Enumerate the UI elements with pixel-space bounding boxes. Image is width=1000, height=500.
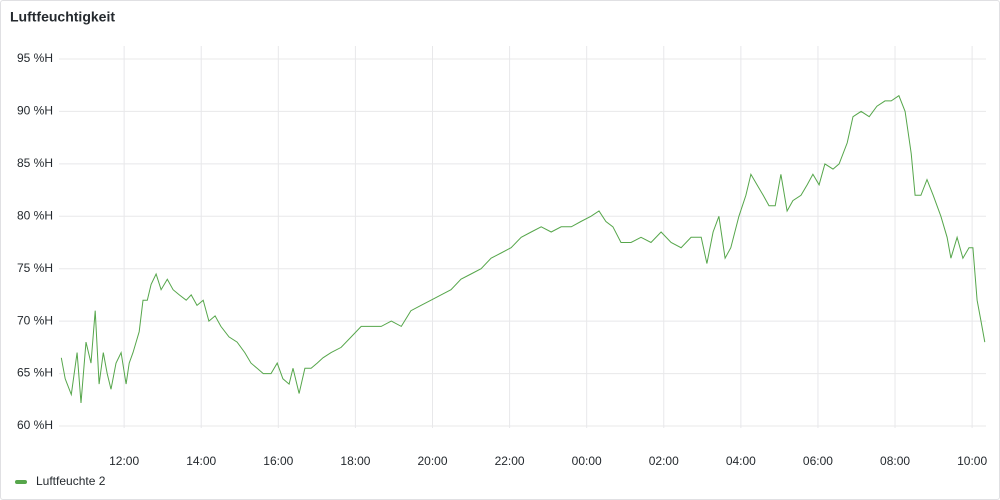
x-tick-label: 14:00 [186,454,216,468]
x-tick-label: 22:00 [495,454,525,468]
legend-label: Luftfeuchte 2 [36,474,106,488]
legend-swatch [15,480,27,484]
y-tick-label: 85 %H [17,156,53,170]
y-tick-label: 70 %H [17,313,53,327]
y-tick-label: 75 %H [17,261,53,275]
x-tick-label: 06:00 [803,454,833,468]
x-tick-label: 18:00 [340,454,370,468]
x-tick-label: 00:00 [572,454,602,468]
x-tick-label: 04:00 [726,454,756,468]
y-tick-label: 65 %H [17,366,53,380]
y-tick-label: 80 %H [17,208,53,222]
series-line [60,94,986,403]
y-tick-label: 95 %H [17,51,53,65]
x-tick-label: 10:00 [957,454,987,468]
x-tick-label: 02:00 [649,454,679,468]
x-tick-label: 12:00 [109,454,139,468]
y-tick-label: 60 %H [17,418,53,432]
panel-title: Luftfeuchtigkeit [10,9,115,25]
x-tick-label: 08:00 [880,454,910,468]
y-tick-label: 90 %H [17,104,53,118]
x-tick-label: 20:00 [417,454,447,468]
x-tick-label: 16:00 [263,454,293,468]
